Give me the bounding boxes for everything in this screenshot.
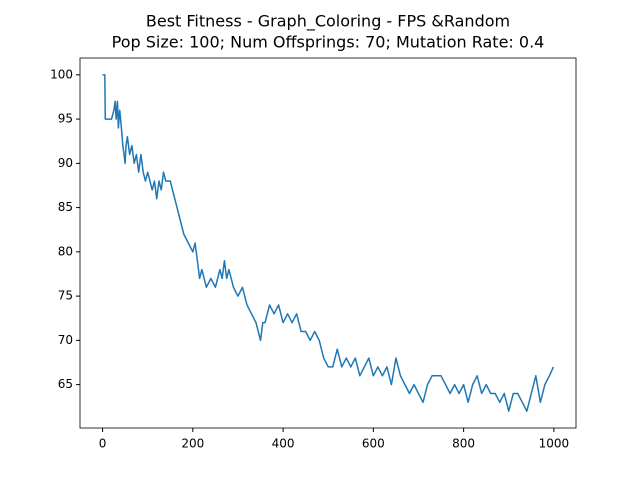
y-tick-label: 100 — [50, 67, 73, 81]
y-tick-label: 95 — [58, 112, 73, 126]
x-tick-label: 800 — [452, 437, 475, 451]
chart-title: Best Fitness - Graph_Coloring - FPS &Ran… — [146, 12, 510, 32]
y-tick-label: 85 — [58, 200, 73, 214]
y-tick-label: 65 — [58, 377, 73, 391]
plot-frame — [79, 57, 577, 429]
y-tick-label: 75 — [58, 289, 73, 303]
y-tick-label: 70 — [58, 333, 73, 347]
chart-subtitle: Pop Size: 100; Num Offsprings: 70; Mutat… — [112, 33, 545, 52]
x-tick-label: 600 — [362, 437, 385, 451]
x-tick-label: 0 — [99, 437, 107, 451]
y-tick-label: 90 — [58, 156, 73, 170]
x-tick-label: 200 — [181, 437, 204, 451]
data-line — [102, 74, 555, 412]
y-tick-label: 80 — [58, 244, 73, 258]
x-tick-label: 400 — [272, 437, 295, 451]
x-tick-label: 1000 — [539, 437, 570, 451]
